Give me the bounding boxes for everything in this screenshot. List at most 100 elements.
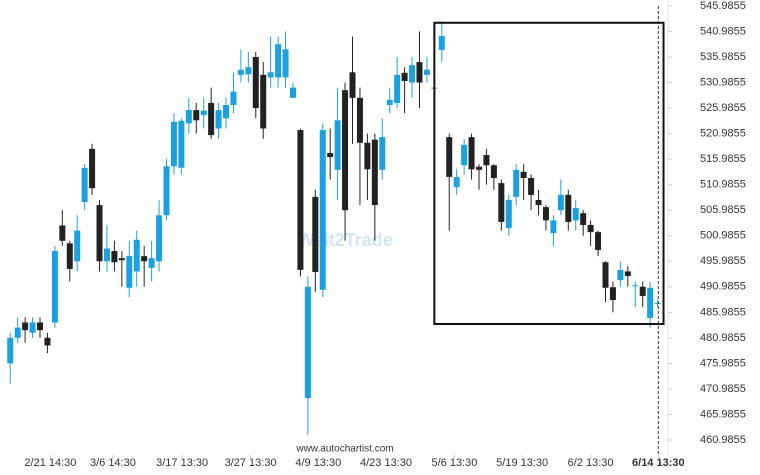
- y-tick-label: 475.9855: [700, 357, 746, 369]
- candle-body: [66, 243, 73, 269]
- candle-body: [319, 129, 326, 290]
- candle-body: [356, 97, 363, 143]
- candle-body: [223, 104, 230, 119]
- candle-body: [364, 142, 371, 170]
- y-tick-label: 530.9855: [700, 76, 746, 88]
- y-tick-label: 500.9855: [700, 230, 746, 242]
- candle-body: [96, 205, 103, 262]
- candle-body: [632, 285, 639, 287]
- candle-body: [260, 74, 267, 129]
- x-tick-label: 3/27 13:30: [225, 457, 277, 469]
- candle-body: [334, 120, 341, 170]
- y-tick-label: 540.9855: [700, 25, 746, 37]
- candle-body: [409, 65, 416, 83]
- candle-body: [483, 155, 490, 166]
- candle-body: [74, 230, 81, 262]
- candle-body: [639, 286, 646, 296]
- y-tick-label: 480.9855: [700, 332, 746, 344]
- candle-body: [29, 322, 36, 333]
- candle-body: [7, 337, 14, 364]
- candle-body: [36, 322, 43, 331]
- x-tick-label: 4/23 13:30: [360, 457, 412, 469]
- candle-body: [542, 207, 549, 221]
- candle-body: [379, 137, 386, 170]
- candle-body: [59, 225, 66, 241]
- candle-body: [647, 287, 654, 318]
- candle-body: [535, 199, 542, 206]
- y-tick-label: 535.9855: [700, 51, 746, 63]
- candle-body: [572, 208, 579, 221]
- candle-body: [505, 199, 512, 229]
- candle-body: [103, 248, 110, 262]
- candle-body: [557, 194, 564, 211]
- candle-body: [208, 102, 215, 136]
- x-tick-label: 4/9 13:30: [295, 457, 341, 469]
- candle-body: [170, 121, 177, 167]
- candle-body: [498, 183, 505, 222]
- candle-body: [267, 72, 274, 78]
- candle-body: [371, 139, 378, 206]
- candle-body: [178, 120, 185, 168]
- x-tick-label: 5/6 13:30: [432, 457, 478, 469]
- candle-body: [602, 262, 609, 288]
- candle-body: [490, 165, 497, 178]
- candle-body: [438, 36, 445, 50]
- candle-body: [453, 176, 460, 188]
- candle-body: [342, 90, 349, 211]
- candle-body: [215, 110, 222, 129]
- candle-body: [156, 215, 163, 262]
- pattern-box: [433, 21, 665, 326]
- candle-body: [520, 171, 527, 178]
- candle-body: [423, 69, 430, 75]
- candle-body: [237, 69, 244, 75]
- candle-body: [245, 67, 252, 75]
- candle-body: [163, 166, 170, 216]
- source-label: www.autochartist.com: [295, 444, 393, 455]
- candle-body: [89, 148, 96, 189]
- candle-body: [185, 110, 192, 124]
- candle-body: [275, 44, 282, 78]
- candle-body: [133, 239, 140, 272]
- candle-body: [617, 269, 624, 281]
- candle-body: [394, 74, 401, 103]
- y-tick-label: 520.9855: [700, 128, 746, 140]
- candle-body: [22, 322, 29, 331]
- candle-body: [609, 287, 616, 301]
- x-tick-label: 2/21 14:30: [24, 457, 76, 469]
- x-tick-label: 3/6 14:30: [90, 457, 136, 469]
- candle-body: [624, 271, 631, 277]
- candle-body: [118, 258, 125, 261]
- candle-body: [513, 169, 520, 197]
- y-tick-label: 510.9855: [700, 179, 746, 191]
- candle-body: [193, 110, 200, 121]
- candle-body: [141, 256, 148, 262]
- candle-body: [595, 232, 602, 250]
- candle-body: [401, 72, 408, 81]
- y-tick-label: 490.9855: [700, 281, 746, 293]
- y-tick-label: 470.9855: [700, 383, 746, 395]
- candle-body: [386, 99, 393, 105]
- candle-body: [565, 194, 572, 222]
- candle-body: [81, 167, 88, 202]
- candle-body: [148, 258, 155, 268]
- x-tick-label: 3/17 13:30: [156, 457, 208, 469]
- y-tick-label: 485.9855: [700, 306, 746, 318]
- x-tick-label: 5/19 13:30: [496, 457, 548, 469]
- candle-body: [126, 256, 133, 288]
- candle-body: [446, 137, 453, 177]
- candle-body: [14, 327, 21, 338]
- candle-body: [200, 110, 207, 116]
- candle-body: [230, 91, 237, 105]
- candle-body: [111, 251, 118, 263]
- y-tick-label: 505.9855: [700, 204, 746, 216]
- y-tick-label: 465.9855: [700, 408, 746, 420]
- candle-body: [461, 144, 468, 166]
- x-tick-label: 6/14 13:30: [632, 457, 685, 469]
- candle-body: [312, 196, 319, 272]
- candle-body: [289, 87, 296, 98]
- y-tick-label: 495.9855: [700, 255, 746, 267]
- candle-body: [587, 224, 594, 233]
- y-tick-label: 545.9855: [700, 0, 746, 12]
- candle-body: [476, 166, 483, 170]
